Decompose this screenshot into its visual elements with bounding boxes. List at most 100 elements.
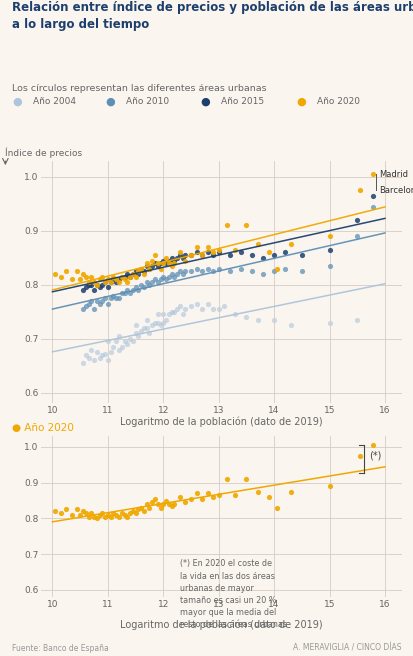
Point bbox=[353, 215, 360, 225]
Point bbox=[90, 355, 97, 365]
Point bbox=[79, 285, 86, 295]
Point bbox=[113, 277, 119, 287]
Text: Madrid: Madrid bbox=[378, 170, 408, 178]
Point bbox=[215, 304, 221, 314]
Point bbox=[126, 272, 133, 282]
Point bbox=[135, 504, 141, 515]
Point bbox=[104, 336, 111, 346]
Point bbox=[121, 274, 128, 285]
Point bbox=[118, 272, 125, 282]
Point bbox=[287, 320, 293, 331]
Point bbox=[242, 312, 249, 322]
Point bbox=[82, 301, 89, 312]
Point bbox=[298, 250, 304, 260]
Point bbox=[85, 279, 92, 290]
Point bbox=[179, 269, 185, 279]
Point bbox=[209, 247, 216, 258]
Point bbox=[79, 269, 86, 279]
Point bbox=[138, 325, 144, 336]
Point bbox=[168, 253, 175, 263]
Point bbox=[209, 250, 216, 260]
Point bbox=[162, 258, 169, 268]
Point bbox=[179, 253, 185, 263]
Point bbox=[204, 488, 211, 499]
Point bbox=[149, 497, 155, 508]
Point bbox=[270, 266, 277, 277]
Point bbox=[113, 510, 119, 520]
Point bbox=[143, 323, 150, 333]
Point bbox=[157, 320, 164, 331]
Point bbox=[270, 315, 277, 325]
Point bbox=[149, 277, 155, 287]
Point bbox=[118, 342, 125, 352]
Text: Barcelona: Barcelona bbox=[378, 186, 413, 195]
Point bbox=[82, 508, 89, 518]
Point bbox=[143, 277, 150, 287]
Point bbox=[110, 274, 116, 285]
Point bbox=[157, 502, 164, 513]
Point bbox=[242, 474, 249, 484]
Point bbox=[110, 272, 116, 282]
Point bbox=[157, 258, 164, 268]
Point bbox=[115, 277, 122, 287]
Point bbox=[193, 242, 199, 253]
Text: A. MERAVIGLIA / CINCO DÍAS: A. MERAVIGLIA / CINCO DÍAS bbox=[292, 644, 401, 653]
Point bbox=[138, 263, 144, 274]
Point bbox=[132, 328, 139, 338]
Point bbox=[79, 506, 86, 516]
Point bbox=[187, 301, 194, 312]
Point bbox=[281, 247, 288, 258]
Point bbox=[356, 451, 363, 461]
Point bbox=[151, 318, 158, 328]
Point bbox=[107, 293, 114, 304]
Point bbox=[79, 358, 86, 368]
Point bbox=[159, 272, 166, 282]
Point bbox=[176, 301, 183, 312]
Point bbox=[129, 269, 136, 279]
Point bbox=[140, 266, 147, 277]
Point bbox=[126, 272, 133, 282]
Point bbox=[265, 492, 271, 502]
Point bbox=[353, 231, 360, 241]
Point bbox=[85, 277, 92, 287]
Point bbox=[88, 272, 94, 282]
Point bbox=[135, 331, 141, 341]
Point bbox=[182, 250, 188, 260]
Point bbox=[138, 502, 144, 513]
Point bbox=[135, 285, 141, 295]
Text: Relación entre índice de precios y población de las áreas urbanas
a lo largo del: Relación entre índice de precios y pobla… bbox=[12, 1, 413, 31]
Point bbox=[82, 350, 89, 360]
Point bbox=[99, 296, 105, 306]
Point bbox=[226, 266, 233, 277]
Point bbox=[74, 504, 81, 515]
Point bbox=[198, 250, 205, 260]
Point bbox=[368, 440, 375, 451]
Point bbox=[132, 266, 139, 277]
Point bbox=[215, 247, 221, 258]
Point bbox=[57, 508, 64, 518]
Point bbox=[168, 306, 175, 317]
Point bbox=[154, 309, 161, 319]
Text: ● Año 2020: ● Año 2020 bbox=[12, 423, 74, 433]
Point bbox=[113, 336, 119, 346]
Point bbox=[254, 486, 260, 497]
Point bbox=[110, 291, 116, 301]
Point bbox=[287, 486, 293, 497]
Point bbox=[88, 508, 94, 518]
Point bbox=[157, 274, 164, 285]
Point bbox=[146, 279, 152, 290]
Point bbox=[143, 499, 150, 509]
Point bbox=[129, 506, 136, 516]
Point bbox=[107, 277, 114, 287]
Point bbox=[209, 266, 216, 277]
Point bbox=[223, 220, 230, 231]
Point bbox=[325, 260, 332, 271]
Point bbox=[99, 508, 105, 518]
Point bbox=[193, 263, 199, 274]
Text: ●: ● bbox=[105, 96, 115, 107]
Point bbox=[90, 512, 97, 522]
Point bbox=[135, 269, 141, 279]
Point bbox=[143, 260, 150, 271]
Point bbox=[123, 277, 130, 287]
Point bbox=[204, 242, 211, 253]
